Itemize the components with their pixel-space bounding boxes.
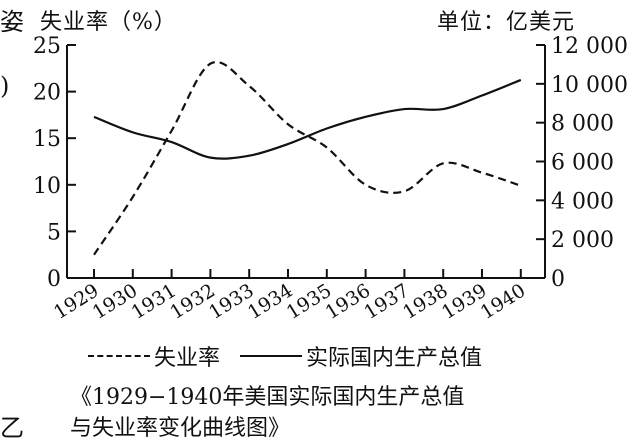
right-axis-tick-label: 12 000 [551, 34, 628, 59]
real-gdp-series-line [93, 78, 522, 160]
right-axis-tick-label: 0 [551, 267, 565, 292]
left-axis-tick-label: 15 [33, 127, 61, 152]
chart-legend: 失业率 实际国内生产总值 [88, 342, 483, 371]
legend-solid-line-swatch [240, 355, 303, 357]
left-axis-tick-label: 25 [33, 34, 61, 59]
chart-caption-line-2: 与失业率变化曲线图》 [70, 416, 291, 441]
left-edge-fragment-bottom: 乙 [0, 414, 24, 442]
legend-unemployment-label: 失业率 [154, 346, 221, 371]
right-axis-tick-label: 10 000 [551, 73, 628, 98]
left-edge-fragment-top: 姿 [0, 8, 24, 36]
right-axis-tick-label: 4 000 [551, 189, 614, 214]
right-axis-ticks: 0 2 000 4 000 6 000 8 000 10 000 12 000 [536, 34, 628, 292]
right-axis-tick-label: 8 000 [551, 112, 614, 137]
left-axis-tick-label: 0 [47, 267, 61, 292]
left-axis-tick-label: 5 [47, 220, 61, 245]
legend-dashed-line-swatch [88, 355, 150, 357]
unemployment-rate-series-line [93, 60, 522, 256]
chart-series [93, 60, 522, 256]
chart-caption-line-1: 《1929−1940年美国实际国内生产总值 [70, 385, 465, 410]
right-axis-tick-label: 6 000 [551, 151, 614, 176]
chart-axes [66, 45, 546, 279]
left-axis-ticks: 0 5 10 15 20 25 [33, 34, 76, 292]
left-axis-tick-label: 10 [33, 174, 61, 199]
left-axis-tick-label: 20 [33, 81, 61, 106]
right-axis-label: 单位：亿美元 [437, 10, 576, 35]
left-edge-fragment-middle: ) [0, 72, 10, 100]
right-axis-tick-label: 2 000 [551, 228, 614, 253]
left-axis-label: 失业率（%） [40, 10, 177, 35]
x-axis-tick-label: 1940 [477, 280, 530, 324]
legend-gdp-label: 实际国内生产总值 [306, 346, 483, 371]
